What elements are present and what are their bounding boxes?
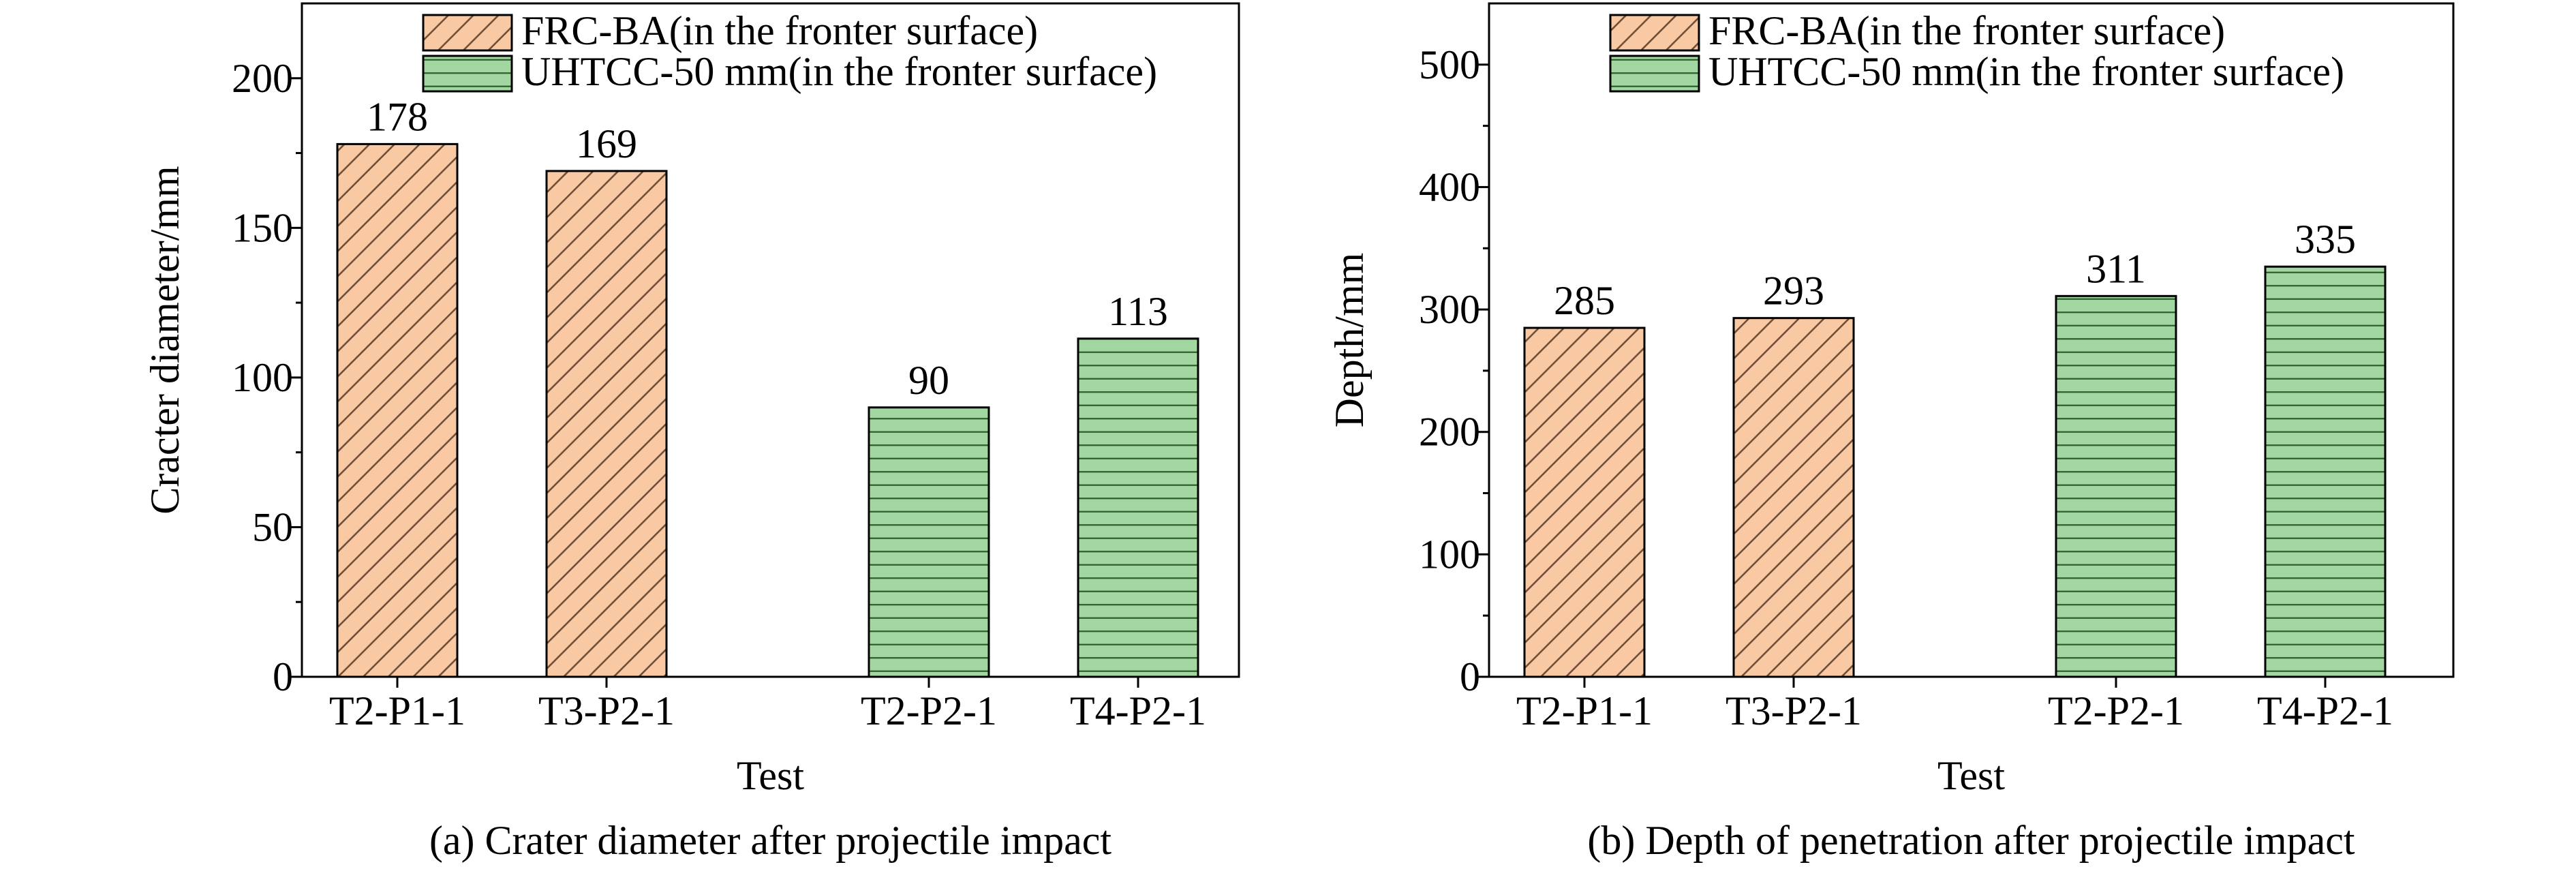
bar [1077, 337, 1199, 678]
y-tick-label: 100 [1419, 532, 1480, 577]
x-axis-label: Test [737, 753, 804, 798]
y-tick-label: 0 [273, 654, 293, 699]
data-label: 311 [2086, 246, 2146, 291]
y-axis-label: Depth/mm [1327, 253, 1372, 428]
bar [545, 170, 668, 678]
bar [1523, 326, 1646, 678]
y-tick-label: 400 [1419, 164, 1480, 209]
bar [868, 406, 990, 678]
data-labels: 178 169 90 113 [367, 94, 1168, 402]
legend-label: UHTCC-50 mm(in the fronter surface) [521, 49, 1157, 94]
data-label: 335 [2295, 217, 2356, 262]
legend: FRC-BA(in the fronter surface)UHTCC-50 m… [422, 8, 1157, 94]
legend-label: FRC-BA(in the fronter surface) [521, 8, 1038, 53]
y-ticks: 0 50 100 150 200 [232, 56, 302, 699]
y-ticks: 0 100 200 300 400 500 [1419, 42, 1489, 699]
bar [2055, 294, 2177, 678]
x-tick-label: T2-P1-1 [329, 688, 465, 733]
bar [2264, 265, 2387, 678]
figure-caption: (a) Crater diameter after projectile imp… [429, 818, 1111, 863]
x-tick-label: T3-P2-1 [1726, 688, 1862, 733]
legend-swatch [422, 55, 513, 93]
bar [1732, 317, 1855, 678]
x-tick-label: T2-P2-1 [2048, 688, 2184, 733]
legend-swatch [422, 14, 513, 52]
chart-panel-b: T2-P1-1 T3-P2-1 T2-P2-1 T4-P2-1 0 100 200 300 4… [1327, 2, 2455, 863]
legend-swatch [1609, 55, 1700, 93]
data-label: 90 [908, 358, 949, 403]
plot-frame [301, 2, 1240, 678]
x-ticks: T2-P1-1 T3-P2-1 T2-P2-1 T4-P2-1 [1516, 677, 2393, 733]
bars [1523, 265, 2387, 678]
data-label: 169 [576, 121, 637, 166]
x-tick-label: T3-P2-1 [538, 688, 675, 733]
y-tick-label: 100 [232, 355, 293, 400]
x-tick-label: T4-P2-1 [2257, 688, 2393, 733]
x-tick-label: T2-P2-1 [861, 688, 997, 733]
x-ticks: T2-P1-1 T3-P2-1 T2-P2-1 T4-P2-1 [329, 677, 1206, 733]
x-tick-label: T2-P1-1 [1516, 688, 1653, 733]
data-label: 293 [1763, 269, 1824, 314]
data-labels: 285 293 311 335 [1554, 217, 2356, 323]
legend: FRC-BA(in the fronter surface)UHTCC-50 m… [1609, 8, 2344, 94]
y-tick-label: 0 [1460, 654, 1480, 699]
legend-swatch [1609, 14, 1700, 52]
y-tick-label: 500 [1419, 42, 1480, 87]
data-label: 285 [1554, 278, 1615, 323]
chart-panel-a: T2-P1-1 T3-P2-1 T2-P2-1 T4-P2-1 0 50 100 150 20… [142, 2, 1240, 863]
plot-frame [1488, 2, 2455, 678]
figure-caption: (b) Depth of penetration after projectil… [1587, 818, 2355, 863]
y-tick-label: 300 [1419, 287, 1480, 332]
x-axis-label: Test [1937, 753, 2005, 798]
y-tick-label: 200 [1419, 410, 1480, 455]
y-tick-label: 150 [232, 205, 293, 250]
legend-label: UHTCC-50 mm(in the fronter surface) [1708, 49, 2344, 94]
x-tick-label: T4-P2-1 [1070, 688, 1206, 733]
y-axis-label: Cracter diameter/mm [142, 166, 187, 514]
y-tick-label: 50 [252, 504, 293, 549]
legend-label: FRC-BA(in the fronter surface) [1708, 8, 2225, 53]
y-tick-label: 200 [232, 56, 293, 101]
data-label: 178 [367, 94, 428, 139]
data-label: 113 [1108, 289, 1168, 334]
bars [336, 142, 1199, 678]
bar [336, 142, 459, 678]
